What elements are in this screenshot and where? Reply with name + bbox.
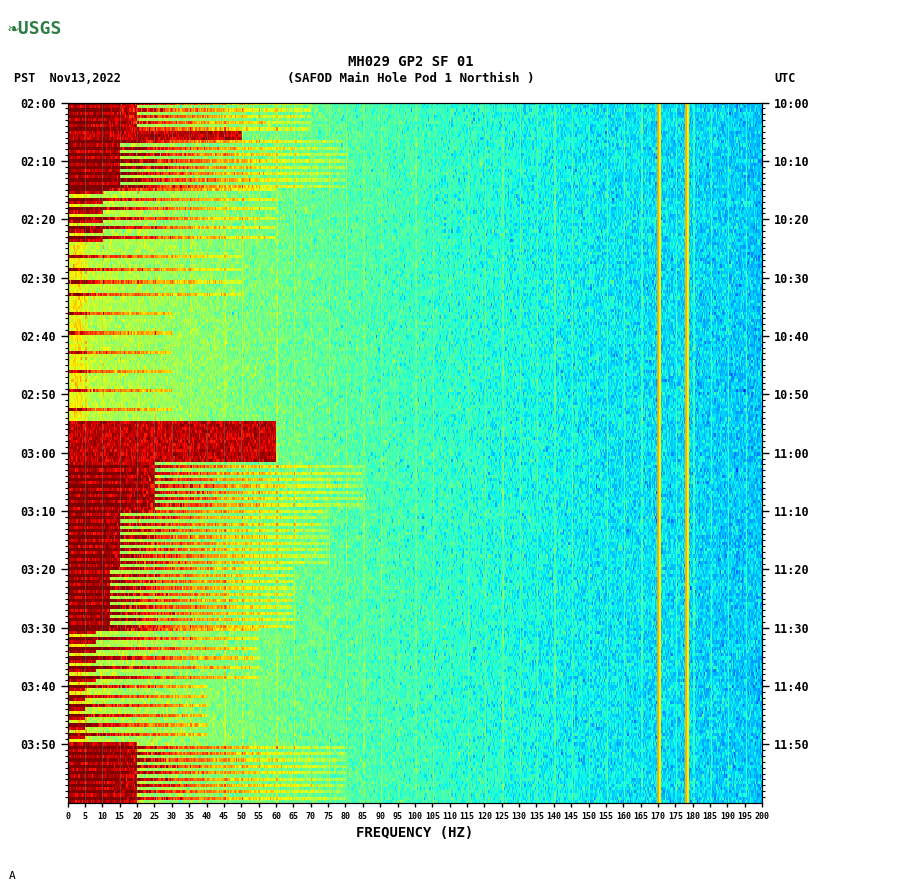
Text: A: A [9,871,15,881]
Text: ❧USGS: ❧USGS [7,20,61,37]
Text: PST  Nov13,2022: PST Nov13,2022 [14,72,120,85]
Text: UTC: UTC [774,72,796,85]
Text: (SAFOD Main Hole Pod 1 Northish ): (SAFOD Main Hole Pod 1 Northish ) [287,72,534,85]
Text: MH029 GP2 SF 01: MH029 GP2 SF 01 [347,55,474,70]
X-axis label: FREQUENCY (HZ): FREQUENCY (HZ) [356,826,474,840]
